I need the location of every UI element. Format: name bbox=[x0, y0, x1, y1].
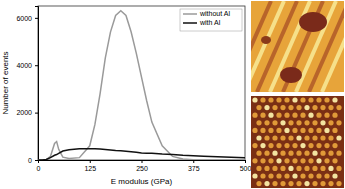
legend-box bbox=[180, 9, 242, 31]
afm-image-bottom bbox=[251, 96, 344, 188]
legend: without Al with Al bbox=[180, 9, 242, 31]
y-axis-line bbox=[35, 7, 39, 161]
x-tick-mark bbox=[245, 160, 246, 163]
plot-frame bbox=[38, 6, 245, 160]
x-tick-mark bbox=[142, 160, 143, 163]
legend-label: without Al bbox=[199, 10, 230, 17]
legend-swatch bbox=[183, 13, 197, 15]
x-axis-title: E modulus (GPa) bbox=[111, 177, 173, 186]
x-tick-label: 375 bbox=[188, 165, 200, 172]
y-tick-mark bbox=[35, 18, 38, 19]
y-tick-mark bbox=[35, 65, 38, 66]
x-tick-label: 250 bbox=[136, 165, 148, 172]
afm-image-top bbox=[231, 1, 345, 92]
x-tick-mark bbox=[90, 160, 91, 163]
afm-images bbox=[231, 1, 345, 188]
lines bbox=[38, 11, 245, 160]
series-line bbox=[38, 11, 245, 160]
x-tick: 125 bbox=[84, 160, 96, 172]
series-line bbox=[38, 149, 245, 160]
x-axis-line bbox=[39, 161, 246, 164]
y-tick-label: 6000 bbox=[16, 15, 32, 22]
y-tick: 4000 bbox=[16, 62, 38, 69]
x-tick-label: 500 bbox=[240, 165, 252, 172]
y-tick-label: 0 bbox=[28, 157, 32, 164]
x-tick: 0 bbox=[37, 160, 41, 172]
y-tick-label: 2000 bbox=[16, 109, 32, 116]
legend-swatch bbox=[183, 22, 197, 24]
y-axis: 0 2000 4000 6000 bbox=[16, 7, 38, 164]
y-tick-label: 4000 bbox=[16, 62, 32, 69]
y-axis-title: Number of events bbox=[1, 51, 10, 114]
y-tick: 0 bbox=[28, 157, 38, 164]
x-tick: 250 bbox=[136, 160, 148, 172]
x-tick: 500 bbox=[240, 160, 252, 172]
y-tick-mark bbox=[35, 113, 38, 114]
y-tick-mark bbox=[35, 160, 38, 161]
x-axis: 0 125 250 375 500 bbox=[37, 160, 252, 172]
x-tick-label: 0 bbox=[37, 165, 41, 172]
y-tick: 6000 bbox=[16, 15, 38, 22]
chart: 0 125 250 375 500 0 2000 4000 6000 E modulus (GPa… bbox=[0, 0, 345, 189]
y-tick: 2000 bbox=[16, 109, 38, 116]
x-tick-label: 125 bbox=[84, 165, 96, 172]
x-tick-mark bbox=[193, 160, 194, 163]
legend-label: with Al bbox=[199, 19, 221, 26]
x-tick: 375 bbox=[188, 160, 200, 172]
